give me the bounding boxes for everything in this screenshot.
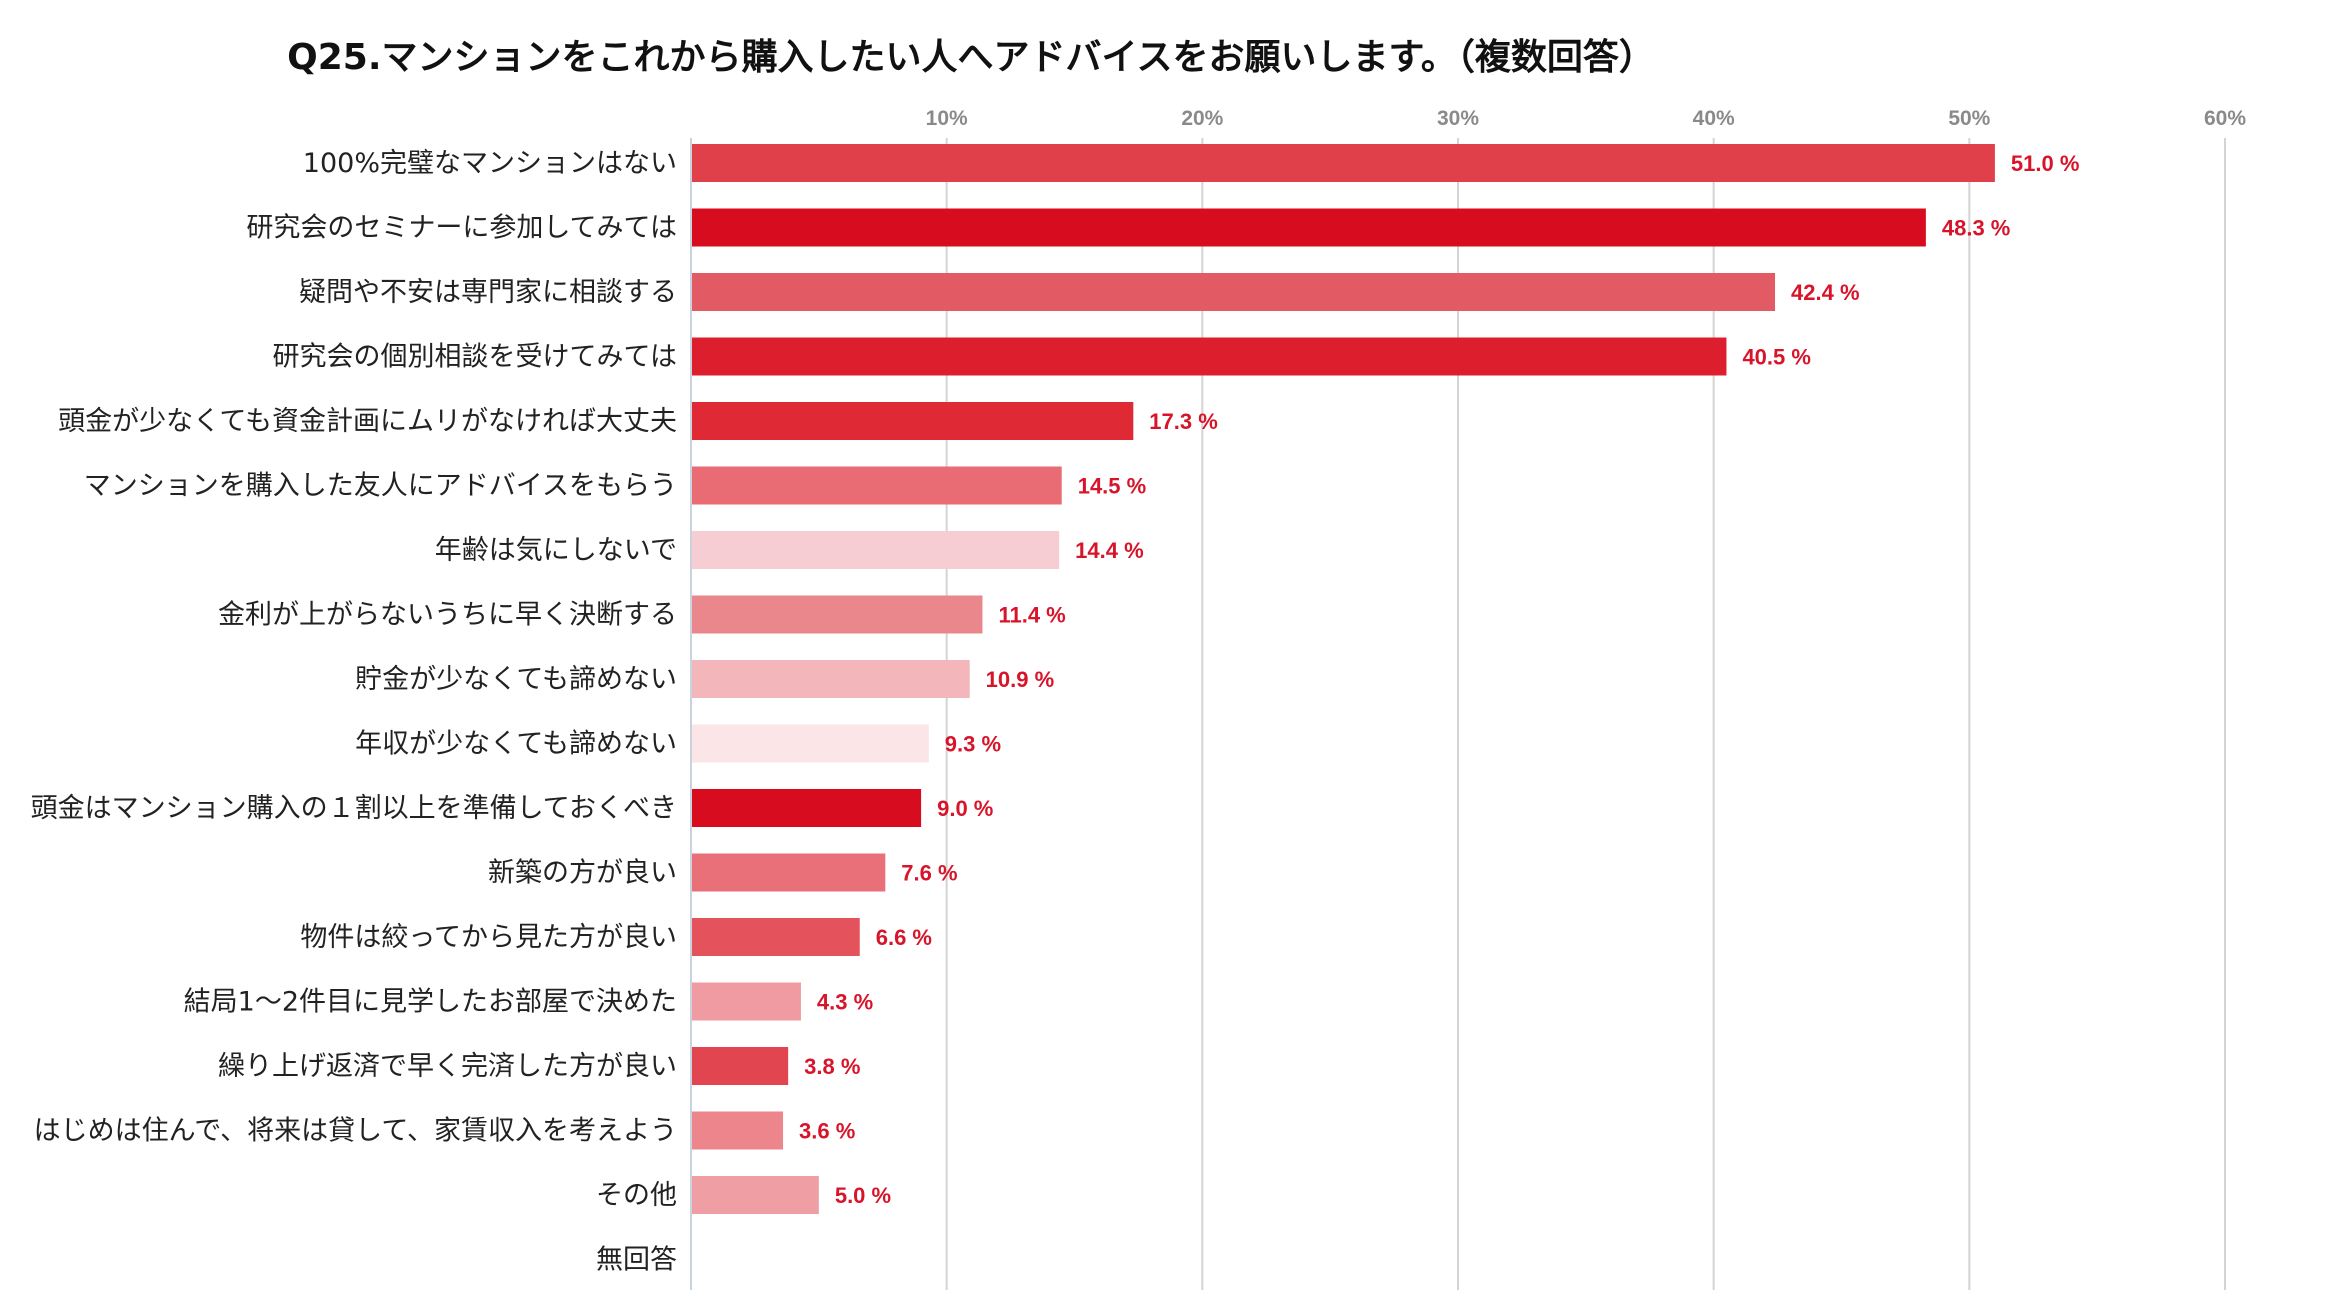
category-label: 新築の方が良い <box>488 858 677 889</box>
value-labels: 51.0 % 48.3 % 42.4 % 40.5 % 17.3 % 14.5 % 14.4… <box>799 151 2079 1208</box>
bar <box>691 273 1776 311</box>
bar <box>691 1176 819 1214</box>
category-label: 繰り上げ返済で早く完済した方が良い <box>218 1051 677 1082</box>
category-label: 疑問や不安は専門家に相談する <box>299 277 677 308</box>
data-label: 3.6 % <box>799 1119 855 1144</box>
data-label: 7.6 % <box>901 861 957 886</box>
bar <box>691 724 929 763</box>
bar <box>691 1111 784 1150</box>
bar <box>691 531 1060 569</box>
data-label: 10.9 % <box>986 667 1055 692</box>
category-label: 100%完璧なマンションはない <box>303 148 677 179</box>
data-label: 4.3 % <box>817 990 873 1015</box>
x-axis-ticks: 10% 20% 30% 40% 50% 60% <box>926 107 2247 130</box>
category-label: 頭金はマンション購入の１割以上を準備しておくべき <box>31 793 677 824</box>
bar <box>691 853 886 892</box>
category-label: 頭金が少なくても資金計画にムリがなければ大丈夫 <box>58 406 677 437</box>
bar <box>691 595 983 634</box>
data-label: 14.5 % <box>1078 474 1147 499</box>
bar <box>691 144 1995 182</box>
bar <box>691 918 860 956</box>
x-tick-label: 10% <box>926 107 968 130</box>
category-labels: 100%完璧なマンションはない研究会のセミナーに参加してみては疑問や不安は専門家… <box>31 148 677 1276</box>
bars <box>691 144 1995 1214</box>
data-label: 14.4 % <box>1075 538 1144 563</box>
x-tick-label: 20% <box>1181 107 1223 130</box>
x-tick-label: 60% <box>2204 107 2246 130</box>
bar <box>691 789 922 827</box>
chart-title: Q25.マンションをこれから購入したい人へアドバイスをお願いします。（複数回答） <box>287 37 1655 78</box>
bar <box>691 402 1134 440</box>
bar <box>691 1047 789 1085</box>
category-label: はじめは住んで、将来は貸して、家賃収入を考えよう <box>34 1116 677 1147</box>
category-label: 年齢は気にしないで <box>435 535 677 566</box>
data-label: 17.3 % <box>1149 409 1218 434</box>
bar <box>691 466 1062 505</box>
bar <box>691 208 1926 247</box>
data-label: 3.8 % <box>804 1054 860 1079</box>
data-label: 48.3 % <box>1942 216 2011 241</box>
category-label: 金利が上がらないうちに早く決断する <box>218 600 677 631</box>
data-label: 5.0 % <box>835 1183 891 1208</box>
x-tick-label: 50% <box>1948 107 1990 130</box>
data-label: 9.3 % <box>945 732 1001 757</box>
category-label: その他 <box>596 1180 677 1211</box>
data-label: 9.0 % <box>937 796 993 821</box>
x-tick-label: 30% <box>1437 107 1479 130</box>
bar <box>691 982 801 1021</box>
bar <box>691 337 1727 376</box>
category-label: 結局1～2件目に見学したお部屋で決めた <box>184 987 677 1018</box>
category-label: 研究会の個別相談を受けてみては <box>273 342 677 373</box>
category-label: 研究会のセミナーに参加してみては <box>246 213 677 244</box>
bar <box>691 660 970 698</box>
data-label: 40.5 % <box>1742 345 1811 370</box>
data-label: 6.6 % <box>876 925 932 950</box>
category-label: 貯金が少なくても諦めない <box>355 664 677 695</box>
category-label: 物件は絞ってから見た方が良い <box>300 922 677 953</box>
data-label: 42.4 % <box>1791 280 1860 305</box>
data-label: 11.4 % <box>998 603 1065 628</box>
data-label: 51.0 % <box>2011 151 2079 176</box>
category-label: マンションを購入した友人にアドバイスをもらう <box>84 471 677 502</box>
category-label: 無回答 <box>596 1245 677 1276</box>
x-tick-label: 40% <box>1693 107 1735 130</box>
gridlines <box>945 138 2226 1290</box>
category-label: 年収が少なくても諦めない <box>355 729 677 760</box>
